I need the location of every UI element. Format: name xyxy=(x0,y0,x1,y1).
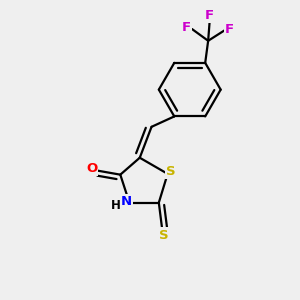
Text: F: F xyxy=(225,22,234,35)
Text: S: S xyxy=(159,229,169,242)
Text: S: S xyxy=(167,165,176,178)
Text: O: O xyxy=(86,162,98,175)
Text: N: N xyxy=(121,195,132,208)
Text: F: F xyxy=(182,21,191,34)
Text: F: F xyxy=(205,9,214,22)
Text: H: H xyxy=(111,199,121,212)
